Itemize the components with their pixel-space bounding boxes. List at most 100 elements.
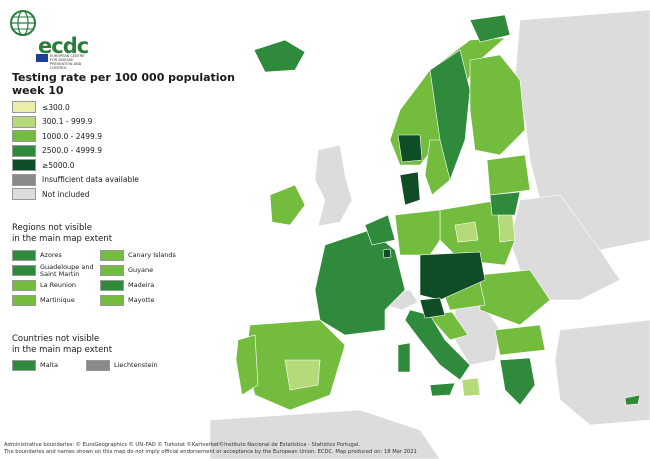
legend-item: Not included: [12, 187, 139, 202]
non-included-land: [209, 9, 650, 459]
region-item: Mayotte: [100, 295, 190, 306]
austria-czech-slovakia: [419, 251, 486, 301]
legend-label: 2500.0 - 4999.9: [42, 146, 102, 156]
countries-title-line2: in the main map extent: [12, 345, 113, 355]
belarus-ukraine-region: [509, 194, 621, 301]
luxembourg: [382, 248, 392, 259]
region-swatch: [12, 295, 36, 306]
region-label: Madeira: [128, 281, 155, 289]
region-item: Guyane: [100, 265, 190, 276]
legend-swatch: [12, 130, 36, 143]
region-item: Azores: [12, 250, 100, 261]
region-label: La Reunion: [40, 281, 77, 289]
region-swatch: [100, 265, 124, 276]
testing-ge5000: [382, 134, 486, 319]
eu-flag-icon: [36, 54, 48, 62]
region-swatch: [12, 265, 36, 276]
country-label: Malta: [40, 361, 58, 369]
region-item: Madeira: [100, 280, 190, 291]
ecdc-logo: ecdc EUROPEAN CENTRE FOR DISEASE PREVENT…: [8, 6, 89, 70]
legend-label: 300.1 - 999.9: [42, 117, 93, 127]
legend-swatch: [12, 159, 36, 172]
regions-title-line2: in the main map extent: [12, 234, 113, 244]
ireland: [269, 184, 306, 226]
finland: [469, 54, 526, 156]
footer-line1: Administrative boundaries: © EuroGeograp…: [4, 442, 361, 448]
poland-light-1: [454, 221, 479, 243]
legend-item: 2500.0 - 4999.9: [12, 144, 139, 159]
country-item: Malta: [12, 360, 58, 371]
countries-title-line1: Countries not visible: [12, 334, 100, 344]
logo-subtitle: EUROPEAN CENTRE FOR DISEASE PREVENTION A…: [50, 54, 85, 70]
region-item: Martinique: [12, 295, 100, 306]
countries-title: Countries not visible in the main map ex…: [12, 334, 212, 356]
region-swatch: [100, 280, 124, 291]
italy: [404, 309, 471, 381]
legend-swatch: [12, 144, 36, 157]
country-swatch: [12, 360, 36, 371]
legend-item: 300.1 - 999.9: [12, 115, 139, 130]
denmark: [399, 171, 421, 206]
region-item: Guadeloupe and Saint Martin: [12, 262, 100, 278]
countries-legend: Malta Liechtenstein: [12, 360, 158, 371]
france: [314, 229, 406, 336]
region-item: Canary Islands: [100, 250, 190, 261]
region-label: Mayotte: [128, 296, 155, 304]
region-swatch: [100, 295, 124, 306]
portugal: [235, 334, 259, 396]
map-title: Testing rate per 100 000 population week…: [12, 71, 272, 97]
country-item: Liechtenstein: [85, 360, 158, 371]
norway-south-dark: [397, 134, 423, 163]
legend-item: ≤300.0: [12, 100, 139, 115]
regions-title: Regions not visible in the main map exte…: [12, 223, 212, 245]
footer-line2: The boundaries and names shown on this m…: [4, 449, 417, 455]
cyprus: [624, 394, 641, 406]
country-label: Liechtenstein: [113, 361, 158, 369]
map-title-line1: Testing rate per 100 000 population: [12, 71, 235, 84]
legend-label: ≥5000.0: [42, 160, 75, 170]
sardinia: [397, 342, 411, 373]
uk-gb: [314, 144, 353, 227]
map-title-line2: week 10: [12, 84, 64, 97]
region-item: La Reunion: [12, 280, 100, 291]
legend-swatch: [12, 173, 36, 186]
legend: ≤300.0 300.1 - 999.9 1000.0 - 2499.9 250…: [12, 100, 139, 202]
north-africa-region: [209, 409, 441, 459]
turkey-region: [554, 319, 650, 426]
belgium-nl: [364, 214, 396, 246]
legend-label: Not included: [42, 189, 90, 199]
spain-south-light: [284, 359, 321, 391]
footer: Administrative boundaries: © EuroGeograp…: [4, 442, 644, 456]
greece-light: [461, 377, 481, 397]
norway-north: [469, 14, 511, 43]
globe-icon: [10, 10, 36, 36]
legend-item: 1000.0 - 2499.9: [12, 129, 139, 144]
legend-label: 1000.0 - 2499.9: [42, 131, 102, 141]
regions-title-line1: Regions not visible: [12, 223, 93, 233]
slovenia: [419, 297, 446, 319]
legend-label: ≤300.0: [42, 102, 70, 112]
estonia-latvia: [486, 154, 531, 196]
legend-label: Insufficient data available: [42, 175, 139, 185]
region-swatch: [12, 280, 36, 291]
region-label: Canary Islands: [128, 251, 176, 259]
legend-swatch: [12, 115, 36, 128]
sweden: [429, 49, 471, 182]
iceland: [253, 39, 306, 73]
region-label: Azores: [40, 251, 62, 259]
legend-item: ≥5000.0: [12, 158, 139, 173]
country-swatch: [85, 360, 110, 371]
lithuania: [489, 191, 521, 216]
region-swatch: [12, 250, 36, 261]
region-swatch: [100, 250, 124, 261]
sicily: [429, 382, 456, 397]
legend-item: Insufficient data available: [12, 173, 139, 188]
legend-swatch: [12, 188, 36, 201]
germany-east: [394, 209, 441, 256]
testing-2500-4999: [253, 14, 641, 406]
greece: [499, 357, 536, 406]
region-label: Guyane: [128, 266, 154, 274]
legend-swatch: [12, 101, 36, 114]
region-label: Guadeloupe and Saint Martin: [40, 262, 94, 278]
